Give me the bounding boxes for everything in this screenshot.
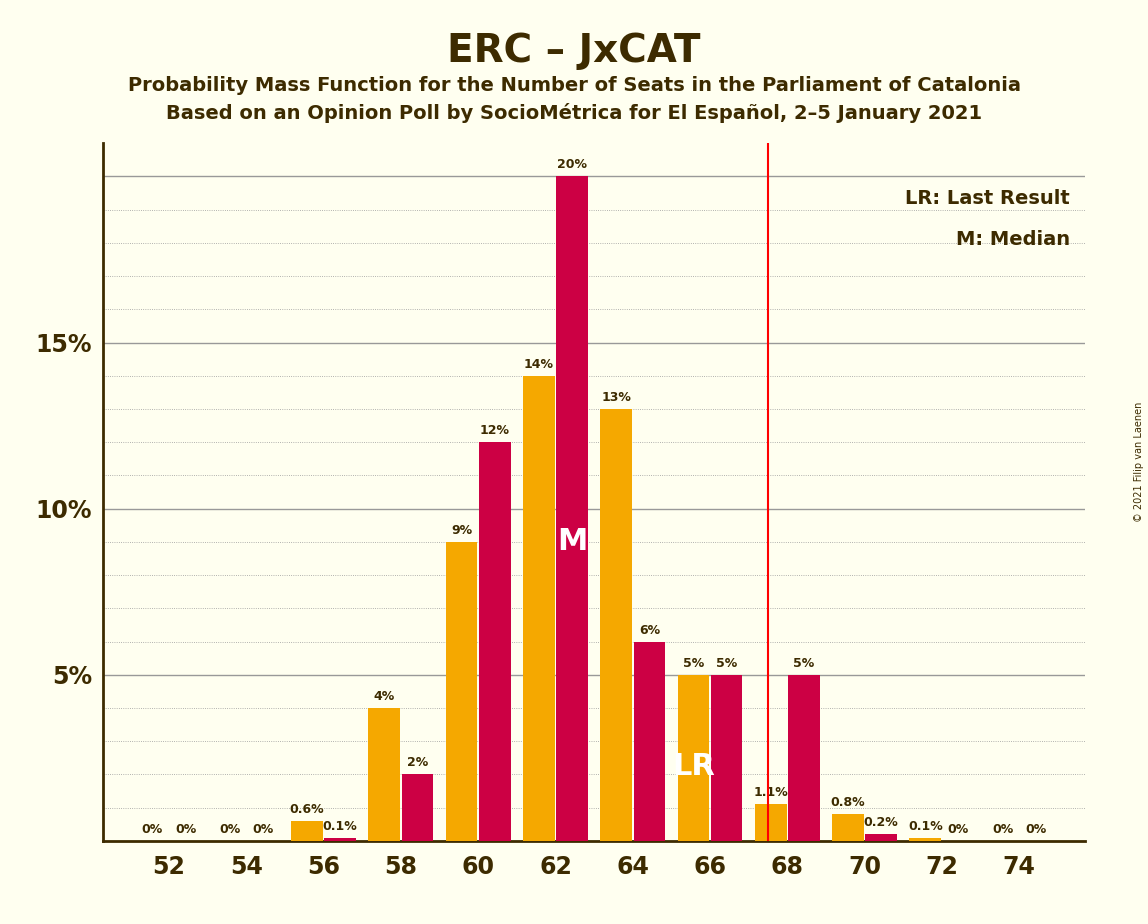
Text: 0.8%: 0.8%	[831, 796, 866, 809]
Text: LR: Last Result: LR: Last Result	[906, 188, 1070, 208]
Text: 5%: 5%	[683, 657, 704, 670]
Bar	[369, 708, 401, 841]
Bar	[292, 821, 323, 841]
Text: 1.1%: 1.1%	[753, 786, 788, 799]
Text: 0%: 0%	[219, 823, 240, 836]
Text: 0%: 0%	[1025, 823, 1047, 836]
Text: 0%: 0%	[141, 823, 163, 836]
Text: © 2021 Filip van Laenen: © 2021 Filip van Laenen	[1134, 402, 1143, 522]
Text: 0.2%: 0.2%	[863, 816, 899, 829]
Text: 13%: 13%	[602, 391, 631, 404]
Text: 9%: 9%	[451, 524, 472, 537]
Bar	[866, 834, 897, 841]
Text: 0.6%: 0.6%	[289, 803, 324, 816]
Text: 12%: 12%	[480, 424, 510, 437]
Text: 0%: 0%	[253, 823, 273, 836]
Text: Based on an Opinion Poll by SocioMétrica for El Español, 2–5 January 2021: Based on an Opinion Poll by SocioMétrica…	[166, 103, 982, 124]
Bar	[557, 176, 588, 841]
Text: 5%: 5%	[716, 657, 737, 670]
Text: M: Median: M: Median	[956, 230, 1070, 249]
Bar	[909, 837, 941, 841]
Text: LR: LR	[672, 751, 715, 781]
Text: 0.1%: 0.1%	[908, 820, 943, 833]
Bar	[479, 443, 511, 841]
Bar	[600, 409, 631, 841]
Bar	[788, 675, 820, 841]
Bar	[755, 804, 786, 841]
Text: 6%: 6%	[638, 624, 660, 637]
Bar	[402, 774, 433, 841]
Text: 4%: 4%	[373, 690, 395, 703]
Text: 2%: 2%	[406, 757, 428, 770]
Text: M: M	[557, 528, 588, 556]
Text: 0%: 0%	[992, 823, 1014, 836]
Text: Probability Mass Function for the Number of Seats in the Parliament of Catalonia: Probability Mass Function for the Number…	[127, 76, 1021, 95]
Bar	[325, 837, 356, 841]
Text: 0.1%: 0.1%	[323, 820, 357, 833]
Bar	[677, 675, 709, 841]
Text: ERC – JxCAT: ERC – JxCAT	[448, 32, 700, 70]
Text: 0%: 0%	[174, 823, 196, 836]
Bar	[634, 641, 665, 841]
Bar	[445, 541, 478, 841]
Bar	[832, 814, 863, 841]
Text: 0%: 0%	[948, 823, 969, 836]
Bar	[711, 675, 743, 841]
Text: 20%: 20%	[557, 158, 587, 172]
Bar	[523, 376, 554, 841]
Text: 14%: 14%	[523, 358, 553, 371]
Text: 5%: 5%	[793, 657, 815, 670]
